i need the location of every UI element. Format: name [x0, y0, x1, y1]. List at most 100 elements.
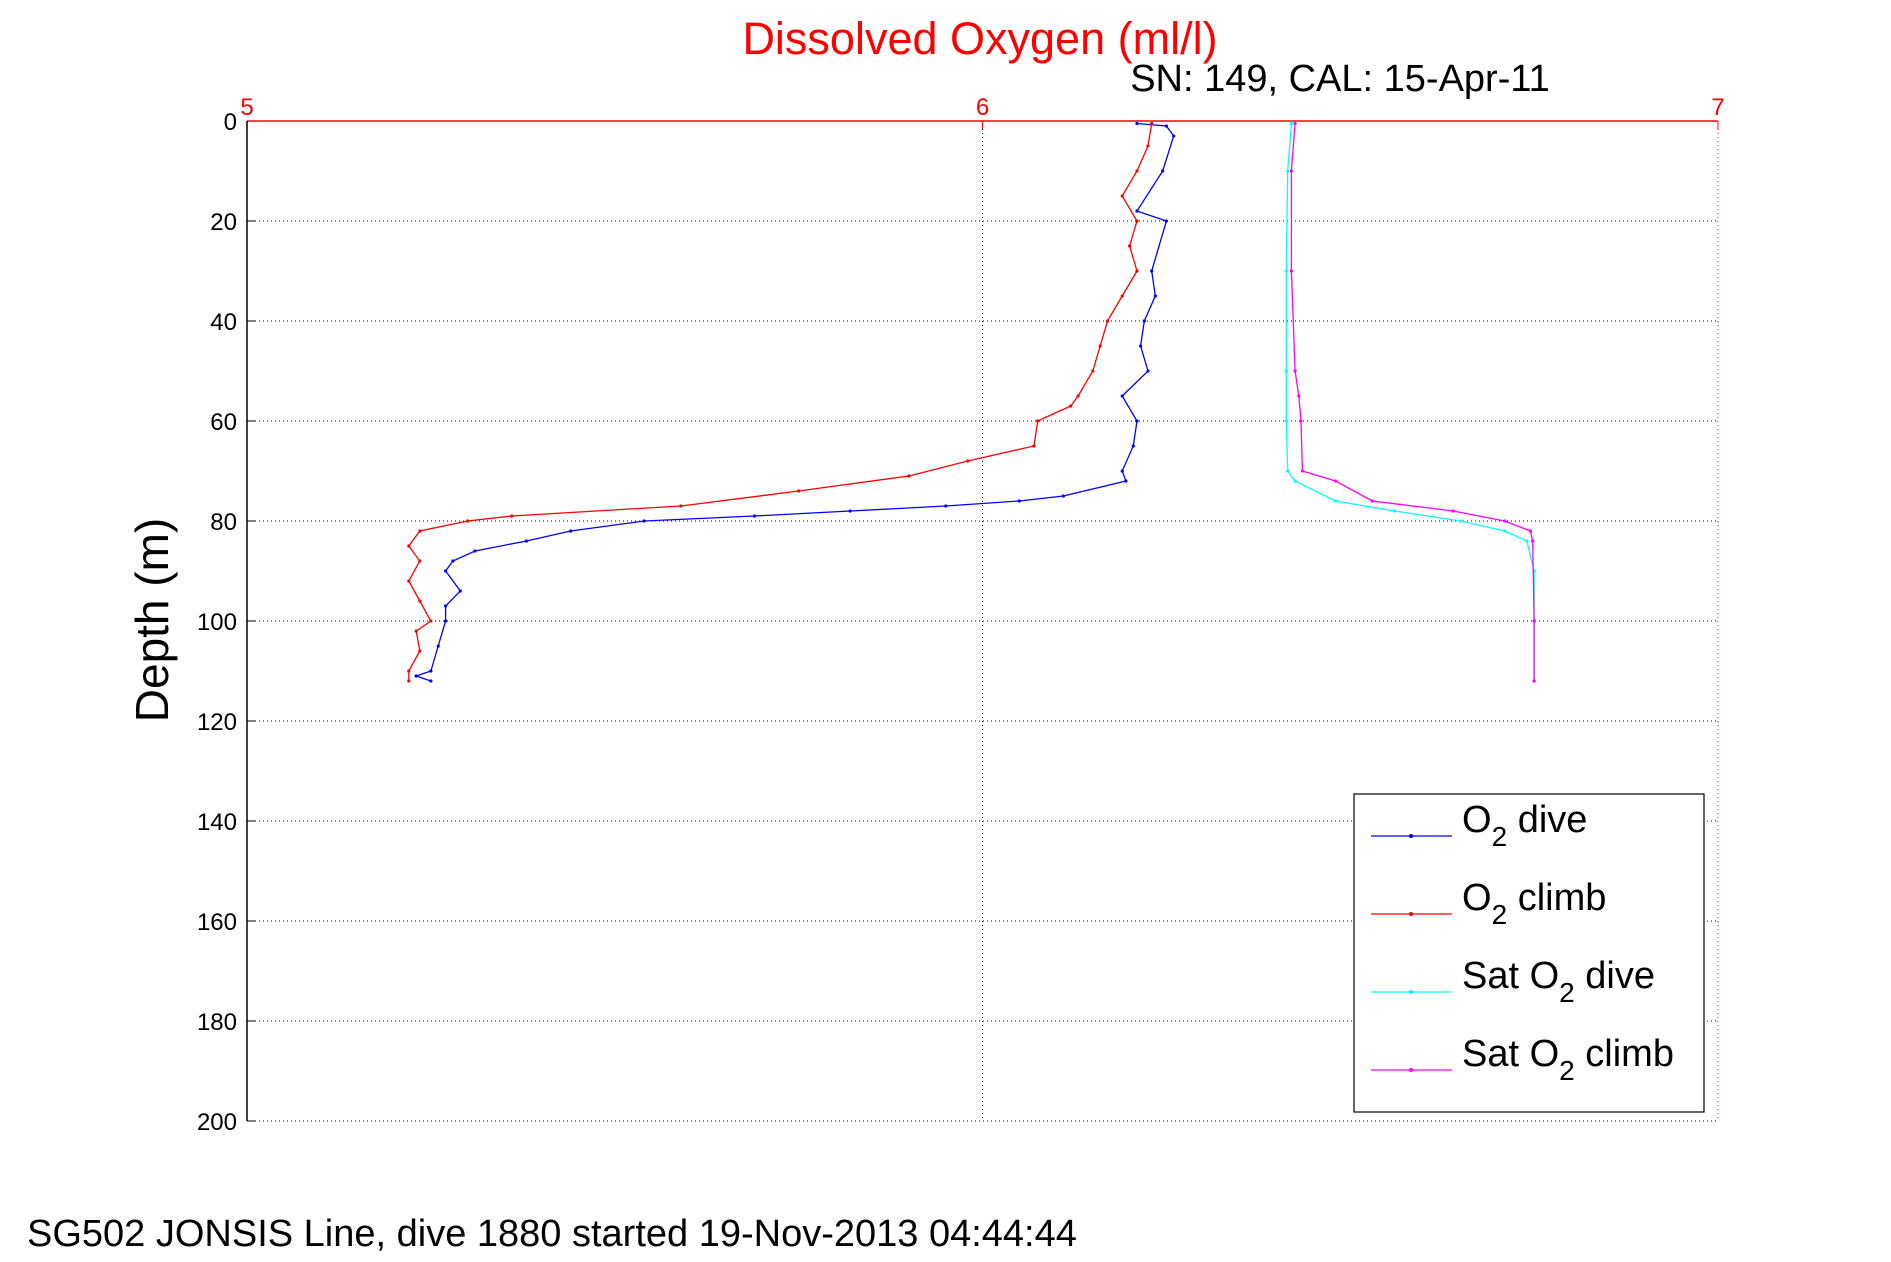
data-point: [418, 529, 422, 533]
series-line-sat-o2-dive: [1285, 123, 1535, 681]
data-point: [510, 514, 514, 518]
series-line-o2-climb: [407, 123, 1153, 681]
data-point: [1139, 344, 1143, 348]
data-point: [569, 529, 573, 533]
footer-caption: SG502 JONSIS Line, dive 1880 started 19-…: [27, 1213, 1077, 1255]
data-point: [466, 519, 470, 523]
data-point: [1293, 479, 1297, 483]
data-point: [443, 569, 448, 573]
data-point: [1289, 269, 1294, 273]
data-point: [1135, 269, 1139, 273]
data-point: [1098, 344, 1102, 348]
data-point: [752, 514, 757, 518]
data-point: [642, 519, 646, 523]
y-tick-label: 80: [210, 509, 237, 536]
data-point: [1076, 394, 1080, 398]
y-tick-label: 100: [197, 609, 237, 636]
data-point: [418, 649, 422, 653]
data-point: [1300, 469, 1305, 473]
data-point: [1333, 479, 1338, 483]
data-point: [1289, 121, 1294, 126]
y-tick-label: 180: [197, 1009, 237, 1036]
data-point: [1120, 194, 1124, 198]
data-point: [1135, 419, 1139, 423]
data-point: [407, 679, 411, 683]
data-point: [1503, 519, 1507, 523]
data-point: [1128, 244, 1132, 248]
data-point: [944, 504, 948, 508]
chart-subtitle: SN: 149, CAL: 15-Apr-11: [1130, 58, 1550, 100]
legend-marker: [1409, 912, 1413, 916]
data-point: [418, 559, 422, 563]
data-point: [1299, 419, 1303, 423]
data-point: [429, 669, 433, 673]
data-point: [436, 644, 440, 648]
data-point: [451, 559, 455, 563]
data-point: [524, 539, 529, 543]
data-point: [1284, 419, 1288, 423]
data-point: [1061, 494, 1066, 498]
axes: 0 20 40 60 80 100 120 140 160 180 200 5 6 7: [197, 94, 1725, 1136]
y-tick-label: 60: [210, 409, 237, 436]
data-point: [1458, 519, 1463, 523]
data-point: [414, 629, 418, 633]
legend-marker: [1409, 990, 1413, 994]
data-point: [429, 679, 433, 683]
data-point: [1135, 209, 1139, 213]
data-point: [1164, 124, 1168, 128]
data-point: [1286, 469, 1290, 473]
data-point: [443, 619, 448, 623]
data-point: [1532, 619, 1536, 623]
data-point: [1146, 369, 1150, 373]
data-point: [458, 589, 462, 593]
legend: O2 dive O2 climb Sat O2 dive Sat O2 climb: [1353, 793, 1705, 1113]
legend-label: O2 climb: [1462, 877, 1606, 930]
data-point: [1105, 319, 1110, 323]
data-point: [1172, 134, 1176, 138]
data-point: [1531, 539, 1535, 543]
data-point: [1150, 269, 1154, 273]
y-tick-label: 120: [197, 709, 237, 736]
data-point: [1525, 539, 1529, 543]
data-point: [443, 604, 448, 608]
data-point: [966, 459, 970, 463]
data-point: [1120, 394, 1124, 398]
data-point: [1131, 444, 1135, 448]
x-tick-label: 5: [240, 94, 253, 121]
data-point: [1293, 369, 1297, 373]
series-lines: [407, 121, 1536, 683]
data-point: [907, 474, 911, 478]
data-point: [1120, 294, 1124, 298]
data-point: [414, 674, 418, 678]
data-point: [1124, 479, 1128, 483]
data-point: [1017, 499, 1021, 503]
data-point: [679, 504, 683, 508]
y-axis-label: Depth (m): [126, 518, 178, 722]
data-point: [407, 579, 411, 583]
data-point: [1370, 499, 1374, 503]
y-tick-label: 160: [197, 909, 237, 936]
data-point: [1161, 169, 1165, 173]
legend-label: Sat O2 climb: [1462, 1033, 1674, 1086]
data-point: [1333, 499, 1338, 503]
data-point: [1032, 444, 1036, 448]
data-point: [407, 669, 411, 673]
legend-marker: [1409, 834, 1413, 838]
y-tick-label: 40: [210, 309, 237, 336]
y-tick-label: 20: [210, 209, 237, 236]
data-point: [1284, 269, 1288, 273]
data-point: [407, 544, 411, 548]
data-point: [1532, 679, 1536, 683]
data-point: [1036, 419, 1040, 423]
data-point: [1135, 219, 1139, 223]
data-point: [418, 599, 422, 603]
data-point: [1392, 509, 1396, 513]
data-point: [1503, 529, 1507, 533]
data-point: [797, 489, 801, 493]
legend-label: O2 dive: [1462, 799, 1587, 852]
data-point: [1164, 219, 1168, 223]
series-line-o2-dive: [414, 122, 1175, 682]
data-point: [1297, 394, 1301, 398]
